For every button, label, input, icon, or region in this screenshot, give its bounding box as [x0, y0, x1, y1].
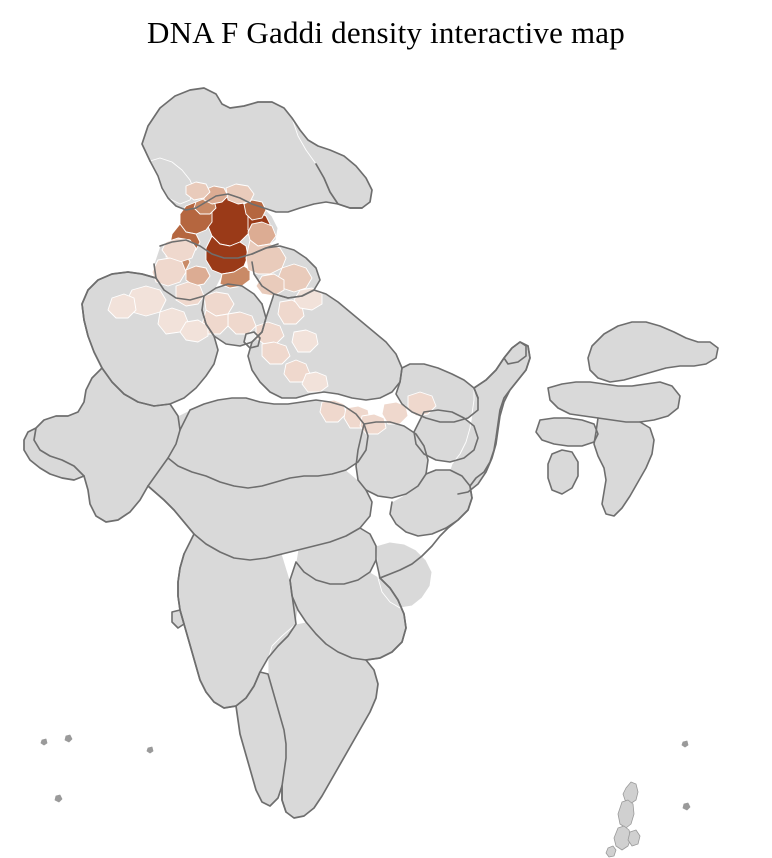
border-ne-tripura	[548, 450, 578, 494]
district-hp-high-level6[interactable]	[244, 200, 266, 220]
border-chhattisgarh	[356, 422, 428, 498]
island-north-andaman[interactable]	[623, 782, 638, 804]
district-uk-low3b[interactable]	[256, 274, 284, 296]
island-nicobar-dot-a[interactable]	[682, 741, 688, 747]
india-east-coast	[366, 342, 530, 660]
district-up-west-low2c[interactable]	[278, 300, 304, 324]
border-mp-outline	[168, 398, 368, 488]
india-gujarat-coast	[84, 476, 148, 522]
border-ne-assam	[548, 382, 680, 422]
border-jk-hp	[150, 161, 362, 212]
district-raj-north-low1b[interactable]	[108, 294, 136, 318]
india-west-coast	[82, 272, 156, 368]
island-group	[41, 735, 690, 858]
region-assam[interactable]	[548, 382, 680, 422]
island-middle-andaman[interactable]	[618, 800, 634, 828]
region-arunachal-pradesh[interactable]	[588, 322, 718, 382]
border-bihar	[396, 364, 478, 422]
district-up-west-low2b[interactable]	[262, 342, 290, 364]
border-ne-nagaland-block	[594, 418, 654, 516]
region-tripura[interactable]	[548, 450, 578, 494]
district-punjab-low2c[interactable]	[176, 282, 204, 306]
district-up-low1a[interactable]	[292, 330, 318, 352]
national-outline-group	[24, 88, 530, 818]
district-punjab-low2b[interactable]	[152, 258, 186, 286]
border-delhi	[244, 332, 260, 348]
border-telangana	[290, 528, 376, 584]
india-kutch-coast	[24, 368, 102, 480]
india-national-outline	[142, 88, 372, 208]
border-ne-meghalaya	[536, 418, 598, 446]
border-punjab-rajasthan	[154, 264, 204, 300]
border-jharkhand	[414, 410, 478, 462]
district-jk-med-level4[interactable]	[186, 266, 210, 286]
island-lakshadweep-d[interactable]	[147, 747, 153, 753]
district-hp-low3b[interactable]	[226, 184, 254, 204]
district-raj-north-low1d[interactable]	[180, 320, 208, 342]
district-uk-low1a[interactable]	[294, 288, 322, 310]
page-title: DNA F Gaddi density interactive map	[147, 15, 625, 50]
island-lakshadweep-b[interactable]	[65, 735, 72, 742]
island-andaman-small-a[interactable]	[606, 846, 616, 857]
india-tamilnadu-coast	[282, 660, 378, 818]
district-bihar-low2a[interactable]	[382, 402, 408, 424]
district-punjab-low2a[interactable]	[162, 238, 196, 262]
border-tamilnadu-kerala	[236, 672, 286, 812]
island-lakshadweep-a[interactable]	[41, 739, 47, 745]
border-gujarat-outline	[102, 368, 180, 486]
border-punjab-haryana	[204, 284, 262, 304]
india-konkan-coast	[148, 486, 282, 806]
district-up-low1b[interactable]	[302, 372, 328, 392]
border-uttarakhand	[252, 246, 320, 298]
choropleth-highlight-group	[108, 182, 436, 434]
district-hp-low3a[interactable]	[186, 182, 210, 200]
district-haryana-low2b[interactable]	[228, 312, 256, 334]
island-south-andaman[interactable]	[614, 826, 631, 850]
border-ne-arunachal	[588, 322, 718, 382]
island-nicobar-dot-b[interactable]	[683, 803, 690, 810]
island-andaman-strip[interactable]	[628, 830, 640, 846]
island-lakshadweep-c[interactable]	[55, 795, 62, 802]
india-choropleth-map[interactable]	[0, 46, 772, 858]
district-shimla-level3[interactable]	[246, 240, 286, 274]
